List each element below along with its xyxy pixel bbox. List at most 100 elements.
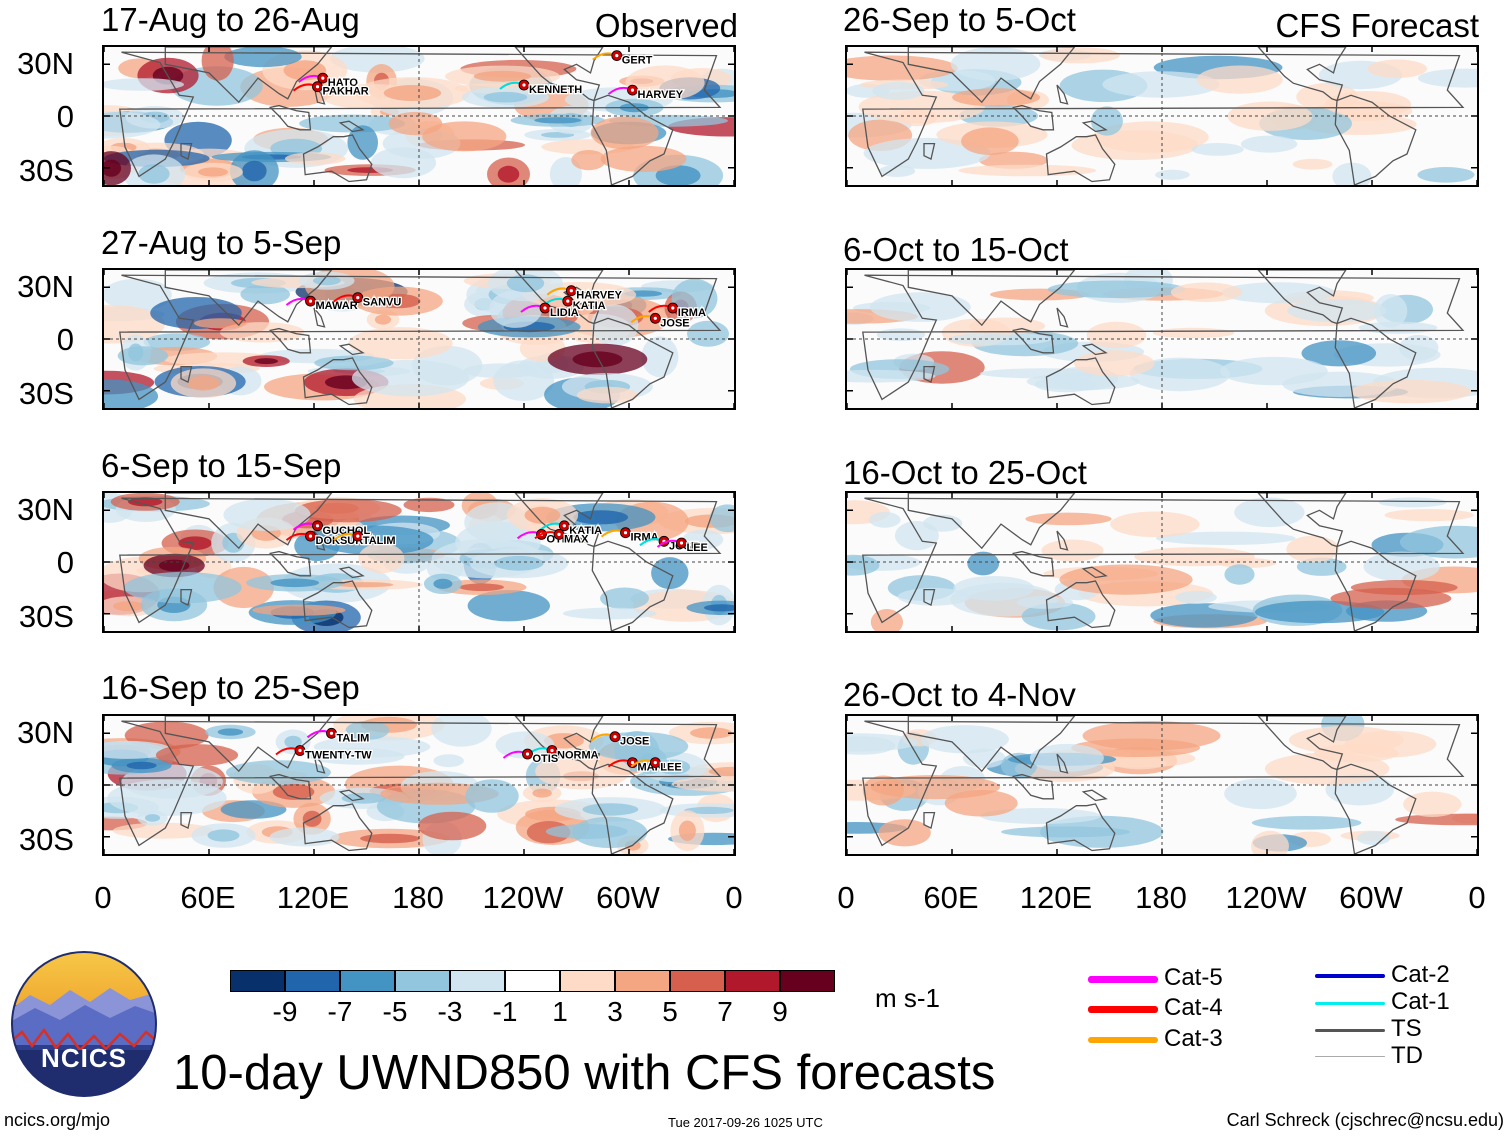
storm-label: LEE <box>660 762 681 774</box>
colorbar-swatch <box>340 970 395 992</box>
storm-marker: HARVEY <box>607 84 685 102</box>
storm-label: HARVEY <box>576 290 622 302</box>
storm-label: TALIM <box>337 732 370 744</box>
legend-line-cat-1 <box>1315 1001 1385 1005</box>
storm-marker: TALIM <box>333 530 397 548</box>
colorbar-swatch <box>285 970 340 992</box>
storm-marker: GERT <box>592 50 654 68</box>
lon-tick: 0 <box>837 880 855 915</box>
map-panel-1: HATO PAKHAR GERT KENNETH HARVEY <box>102 45 736 187</box>
colorbar-label: 9 <box>772 996 788 1027</box>
legend-label-cat-5: Cat-5 <box>1164 964 1223 991</box>
storm-marker: MAWAR <box>285 295 359 313</box>
storm-marker: IRMA <box>600 527 660 545</box>
colorbar-swatch <box>505 970 560 992</box>
lon-tick: 120W <box>1225 880 1307 915</box>
map-panel-5 <box>845 45 1479 187</box>
colorbar-label: -1 <box>492 996 518 1027</box>
legend-label-ts: TS <box>1391 1015 1422 1042</box>
storm-marker: JOSE <box>630 312 691 331</box>
storm-label: NORMA <box>557 750 599 762</box>
footer-timestamp: Tue 2017-09-26 1025 UTC <box>668 1115 823 1130</box>
colorbar-swatch <box>395 970 450 992</box>
colorbar-label: 3 <box>607 996 623 1027</box>
storm-label: KATIA <box>569 525 602 537</box>
logo-text: NCICS <box>41 1043 127 1073</box>
forecast-label: CFS Forecast <box>1275 7 1479 44</box>
lon-tick: 120W <box>482 880 564 915</box>
storm-marker: IRMA <box>648 302 707 320</box>
storm-marker: PAKHAR <box>292 81 370 99</box>
legend-line-cat-3 <box>1088 1037 1158 1043</box>
lat-tick-30s: 30S <box>18 376 74 411</box>
storm-label: JOSE <box>620 736 649 748</box>
storm-label: PAKHAR <box>323 86 369 98</box>
lat-tick-30n: 30N <box>17 715 74 750</box>
legend-label-td: TD <box>1391 1042 1423 1069</box>
colorbar-label: 7 <box>717 996 733 1027</box>
lat-tick-30n: 30N <box>17 46 74 81</box>
panel-title-4: 16-Sep to 25-Sep <box>101 669 360 706</box>
map-panel-3: GUCHOLDOKSURITALIMKATIAOTISMAXIRMAJOSELE… <box>102 491 736 633</box>
storm-marker: OTIS <box>502 748 559 766</box>
map-panel-7 <box>845 491 1479 633</box>
colorbar-label: 1 <box>552 996 568 1027</box>
lat-tick-30n: 30N <box>17 492 74 527</box>
storm-label: IRMA <box>678 307 706 319</box>
colorbar-swatch <box>230 970 285 992</box>
lon-tick: 0 <box>725 880 743 915</box>
ncics-logo: NCICS <box>10 950 158 1098</box>
storm-label: TALIM <box>363 535 396 547</box>
colorbar-label: -9 <box>272 996 298 1027</box>
storm-marker: HATO <box>298 72 360 90</box>
lon-tick: 120E <box>276 880 350 915</box>
legend-line-cat-5 <box>1088 975 1158 983</box>
map-panel-2: MAWAR SANVU HARVEY KATIA LIDIA IRMA JOSE <box>102 268 736 410</box>
storm-marker: NORMA <box>527 745 600 763</box>
colorbar-swatch <box>560 970 615 992</box>
storm-marker: LEE <box>656 537 709 555</box>
storm-marker: KATIA <box>543 295 607 313</box>
lat-tick-30s: 30S <box>18 822 74 857</box>
lon-tick: 120E <box>1019 880 1093 915</box>
panel-title-1: 17-Aug to 26-Aug <box>101 1 360 38</box>
lat-tick-30s: 30S <box>18 599 74 634</box>
storm-label: IRMA <box>631 532 659 544</box>
legend-label-cat-2: Cat-2 <box>1391 961 1450 988</box>
panel-title-6: 6-Oct to 15-Oct <box>843 231 1069 268</box>
legend-label-cat-3: Cat-3 <box>1164 1025 1223 1052</box>
colorbar-swatch <box>615 970 670 992</box>
panel-title-2: 27-Aug to 5-Sep <box>101 224 342 261</box>
colorbar-label: 5 <box>662 996 678 1027</box>
lon-tick: 180 <box>392 880 444 915</box>
footer-url: ncics.org/mjo <box>4 1110 111 1130</box>
legend-line-ts <box>1315 1028 1385 1032</box>
panel-title-7: 16-Oct to 25-Oct <box>843 454 1087 491</box>
lon-tick: 0 <box>94 880 112 915</box>
legend-label-cat-1: Cat-1 <box>1391 988 1450 1015</box>
storm-marker: JOSE <box>590 731 651 749</box>
panel-title-8: 26-Oct to 4-Nov <box>843 676 1076 713</box>
legend-line-td <box>1315 1056 1385 1058</box>
footer-credit: Carl Schreck (cjschrec@ncsu.edu) <box>1226 1110 1504 1130</box>
lon-tick: 60W <box>596 880 660 915</box>
colorbar-swatch <box>725 970 780 992</box>
lat-tick-eq: 0 <box>56 768 74 803</box>
storm-label: JOSE <box>660 317 689 329</box>
lat-tick-eq: 0 <box>56 99 74 134</box>
colorbar-label: -5 <box>382 996 408 1027</box>
colorbar-swatch <box>450 970 505 992</box>
storm-marker: HARVEY <box>546 285 624 303</box>
panel-title-3: 6-Sep to 15-Sep <box>101 447 342 484</box>
map-panel-6 <box>845 268 1479 410</box>
lat-tick-eq: 0 <box>56 322 74 357</box>
storm-marker: TWENTY-TW <box>275 745 373 763</box>
colorbar-label: -7 <box>327 996 353 1027</box>
storm-label: LEE <box>687 542 708 554</box>
map-panel-8 <box>845 714 1479 856</box>
legend-label-cat-4: Cat-4 <box>1164 994 1223 1021</box>
lat-tick-30n: 30N <box>17 269 74 304</box>
lon-tick: 60W <box>1339 880 1403 915</box>
colorbar-units: m s-1 <box>875 983 940 1013</box>
